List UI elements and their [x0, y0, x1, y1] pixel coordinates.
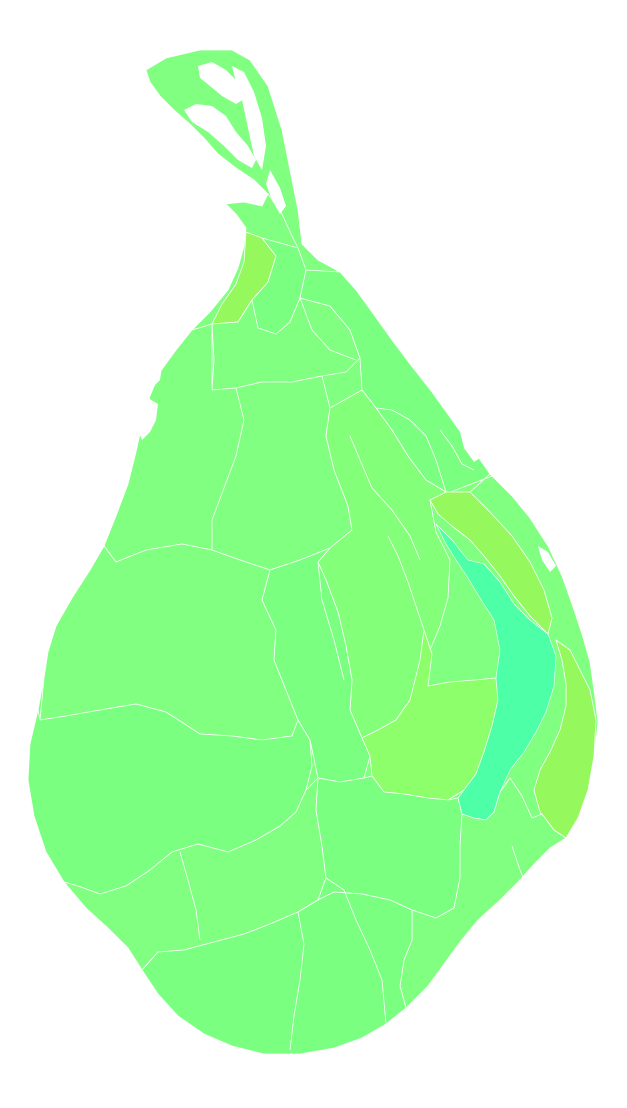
boundary-line	[289, 911, 305, 1051]
boundary-line	[511, 845, 529, 891]
boundary-line	[317, 561, 345, 681]
lagoon	[460, 432, 480, 462]
boundary-line	[299, 297, 357, 361]
district-boundaries	[179, 193, 529, 1051]
boundary-line	[387, 535, 425, 631]
region-south-tip	[141, 891, 413, 1055]
lagoon	[266, 170, 286, 214]
boundary-line	[211, 387, 245, 550]
boundary-line	[179, 851, 201, 941]
lagoon	[198, 62, 246, 104]
region-west-upper	[39, 543, 299, 741]
lagoon	[152, 366, 162, 388]
boundary-line	[325, 877, 387, 1025]
peninsula-lagoons	[136, 62, 556, 572]
region-south-south-east	[399, 777, 567, 1009]
lagoon	[232, 66, 266, 170]
lagoon	[136, 398, 158, 440]
boundary-line	[349, 435, 421, 561]
boundary-line	[439, 429, 475, 471]
lagoon	[538, 546, 556, 572]
boundary-line	[375, 407, 447, 493]
lagoon	[184, 104, 256, 168]
